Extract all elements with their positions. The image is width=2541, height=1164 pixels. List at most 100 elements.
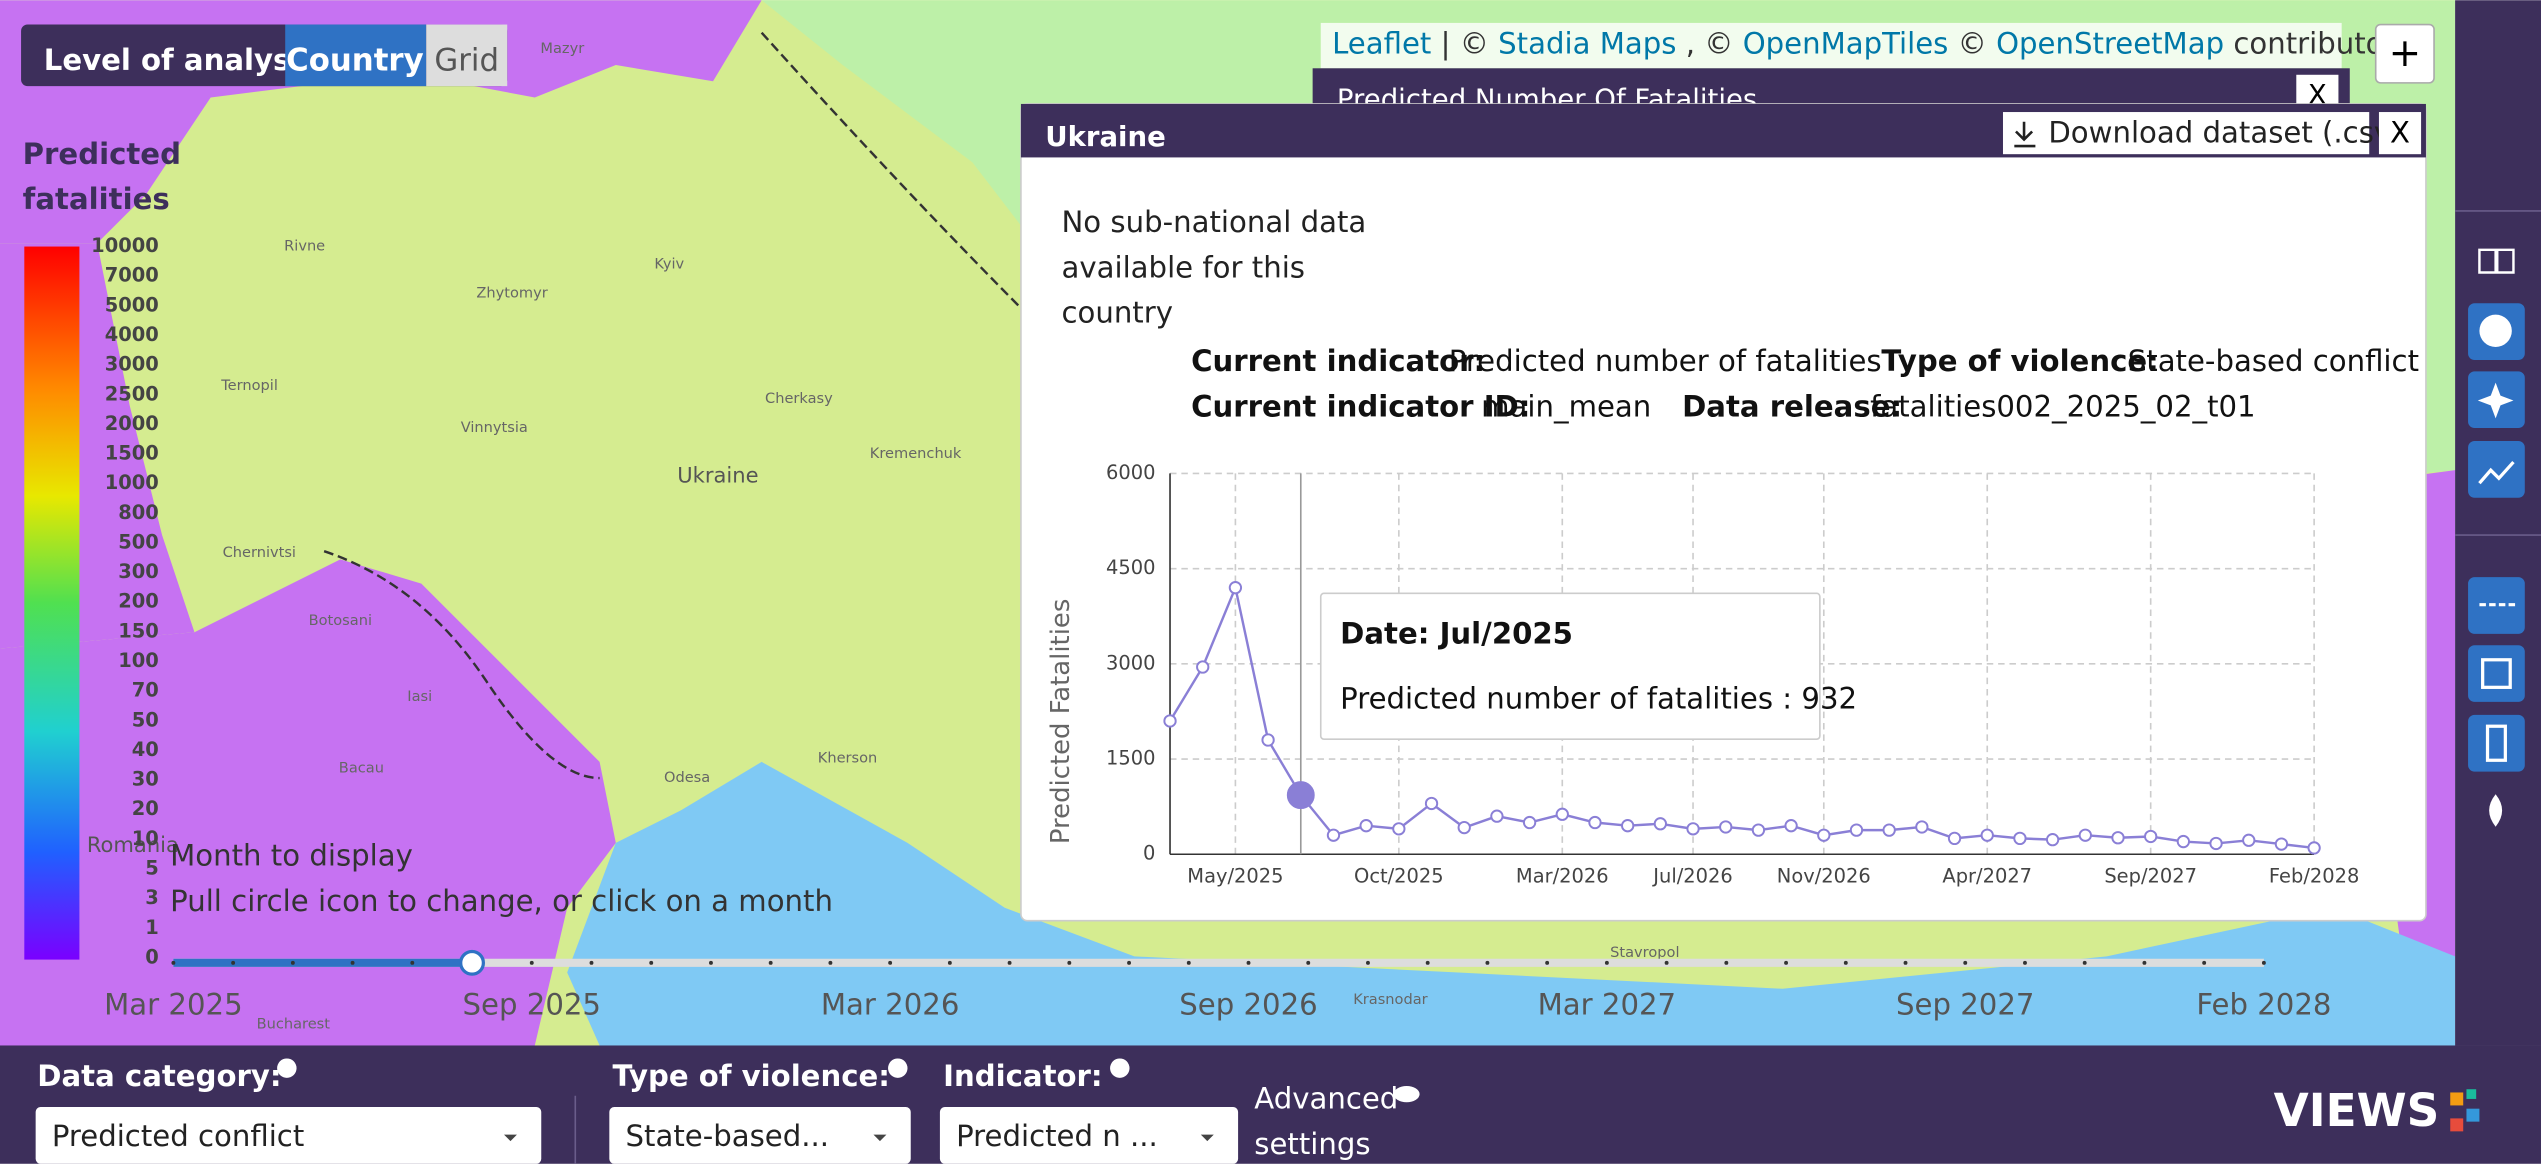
point xyxy=(1555,807,1569,821)
meta-value: Predicted number of fatalities xyxy=(1449,344,1882,378)
map-label: Kherson xyxy=(818,750,878,767)
timeline-handle[interactable] xyxy=(459,949,486,976)
level-option[interactable] xyxy=(285,24,427,87)
timeline-dot xyxy=(709,960,713,965)
close[interactable]: X xyxy=(2308,79,2327,111)
meta-label: Data release: xyxy=(1682,390,1902,424)
timeline-dot xyxy=(1545,960,1550,965)
download-icon[interactable] xyxy=(2014,121,2036,148)
meta-value: fatalities002_2025_02_t01 xyxy=(1870,390,2256,424)
close[interactable]: X xyxy=(2390,116,2410,150)
zoom-in[interactable]: + xyxy=(2389,31,2422,76)
book-icon[interactable] xyxy=(2478,248,2515,274)
map-label: Rivne xyxy=(284,238,325,255)
sparkle-icon[interactable] xyxy=(2477,382,2514,419)
legend-label: 100 xyxy=(118,649,159,672)
point xyxy=(2307,841,2321,855)
close-button[interactable] xyxy=(2378,112,2422,155)
trend-button[interactable] xyxy=(2468,441,2525,498)
line-button[interactable] xyxy=(2468,577,2525,634)
legend-label: 20 xyxy=(132,797,159,820)
footer-label: Type of violence: xyxy=(613,1059,890,1093)
attribution-part[interactable]: Leaflet xyxy=(1332,27,1431,61)
attribution-part[interactable]: OpenMapTiles xyxy=(1743,27,1949,61)
timeline-dot xyxy=(649,960,654,965)
ruler-icon[interactable] xyxy=(2485,724,2507,762)
info-icon[interactable] xyxy=(1110,1058,1130,1078)
map-label: Ternopil xyxy=(220,377,278,394)
x-tick-label: Jul/2026 xyxy=(1652,864,1732,887)
help-icon[interactable] xyxy=(2479,314,2512,348)
timeline-dot xyxy=(1963,960,1968,965)
legend-label: 800 xyxy=(118,501,159,524)
drop-icon[interactable] xyxy=(2489,794,2503,827)
legend-label: 1 xyxy=(145,916,159,939)
map-label: Cherkasy xyxy=(765,390,833,407)
advanced[interactable]: settings xyxy=(1254,1127,1370,1161)
timeline-dot xyxy=(529,960,534,965)
point xyxy=(2209,836,2223,851)
dropdown[interactable] xyxy=(35,1107,542,1164)
zoom-button[interactable] xyxy=(2374,23,2435,84)
eye-icon[interactable] xyxy=(1393,1085,1420,1103)
x-tick-label: Feb/2028 xyxy=(2269,864,2359,887)
map-label: Vinnytsia xyxy=(461,419,528,436)
timeline-label: Mar 2026 xyxy=(821,988,959,1022)
meta-label: Type of violence: xyxy=(1881,344,2158,378)
trend-icon[interactable] xyxy=(2478,460,2515,485)
timeline-dot xyxy=(768,960,773,965)
caret xyxy=(873,1134,887,1142)
dropdown-value[interactable]: Predicted n ... xyxy=(956,1119,1158,1153)
info-icon[interactable] xyxy=(277,1058,297,1078)
border xyxy=(323,31,1039,780)
legend-label: 30 xyxy=(132,768,159,791)
map-label: Botosani xyxy=(309,612,372,629)
point xyxy=(1392,822,1406,836)
y-tick-label: 0 xyxy=(1143,842,1155,865)
info-icon[interactable] xyxy=(888,1058,908,1078)
note: No sub-national data available for this … xyxy=(1061,206,1367,331)
advanced[interactable]: Advanced xyxy=(1254,1082,1398,1116)
ruler-button[interactable] xyxy=(2468,714,2525,772)
dropdown[interactable] xyxy=(609,1107,911,1164)
attribution-part: | © xyxy=(1441,27,1489,61)
image-button[interactable] xyxy=(2468,645,2525,702)
level-option-label[interactable]: Grid xyxy=(434,42,499,78)
timeline-dot xyxy=(1007,960,1012,965)
timeline-dot xyxy=(2023,960,2027,965)
point xyxy=(1719,820,1733,834)
legend-label: 10 xyxy=(132,827,159,850)
attribution-part[interactable]: OpenStreetMap xyxy=(1996,27,2224,61)
map-label: Odesa xyxy=(664,769,710,786)
download[interactable]: Download dataset (.csv) xyxy=(2048,116,2402,150)
timeline-dot xyxy=(1784,960,1789,965)
download-button[interactable] xyxy=(2002,112,2370,155)
image-icon[interactable] xyxy=(2481,658,2512,689)
timeline-label: Mar 2027 xyxy=(1538,988,1676,1022)
dropdown-value[interactable]: State-based... xyxy=(626,1119,830,1153)
map-label: Zhytomyr xyxy=(476,285,547,302)
dropdown[interactable] xyxy=(939,1107,1239,1164)
timeline-dot xyxy=(1425,960,1430,965)
level-option-label[interactable]: Country xyxy=(286,42,424,78)
level-option[interactable] xyxy=(426,24,508,87)
timeline-label: Feb 2028 xyxy=(2196,988,2331,1022)
tooltip-date: Date: Jul/2025 xyxy=(1340,616,1573,650)
map-label: Stavropol xyxy=(1610,944,1679,961)
logo: VIEWS xyxy=(2274,1084,2440,1137)
popup-title: Ukraine xyxy=(1045,121,1166,153)
timeline-dot xyxy=(290,960,295,965)
legend-label: 50 xyxy=(132,708,159,731)
dropdown-value[interactable]: Predicted conflict xyxy=(52,1119,304,1153)
map-label: Krasnodar xyxy=(1353,991,1427,1008)
attribution-part[interactable]: Stadia Maps xyxy=(1498,27,1676,61)
x-tick-label: Oct/2025 xyxy=(1354,864,1444,887)
map-label: Ukraine xyxy=(677,463,758,488)
legend-label: 40 xyxy=(132,738,159,761)
legend-scale xyxy=(24,246,80,960)
map-label: Romania xyxy=(87,832,179,857)
timeline-label: Sep 2027 xyxy=(1896,988,2034,1022)
attribution-part: , © xyxy=(1686,27,1734,61)
legend-title: Predicted xyxy=(23,137,181,171)
timeline-dot xyxy=(1485,960,1490,965)
